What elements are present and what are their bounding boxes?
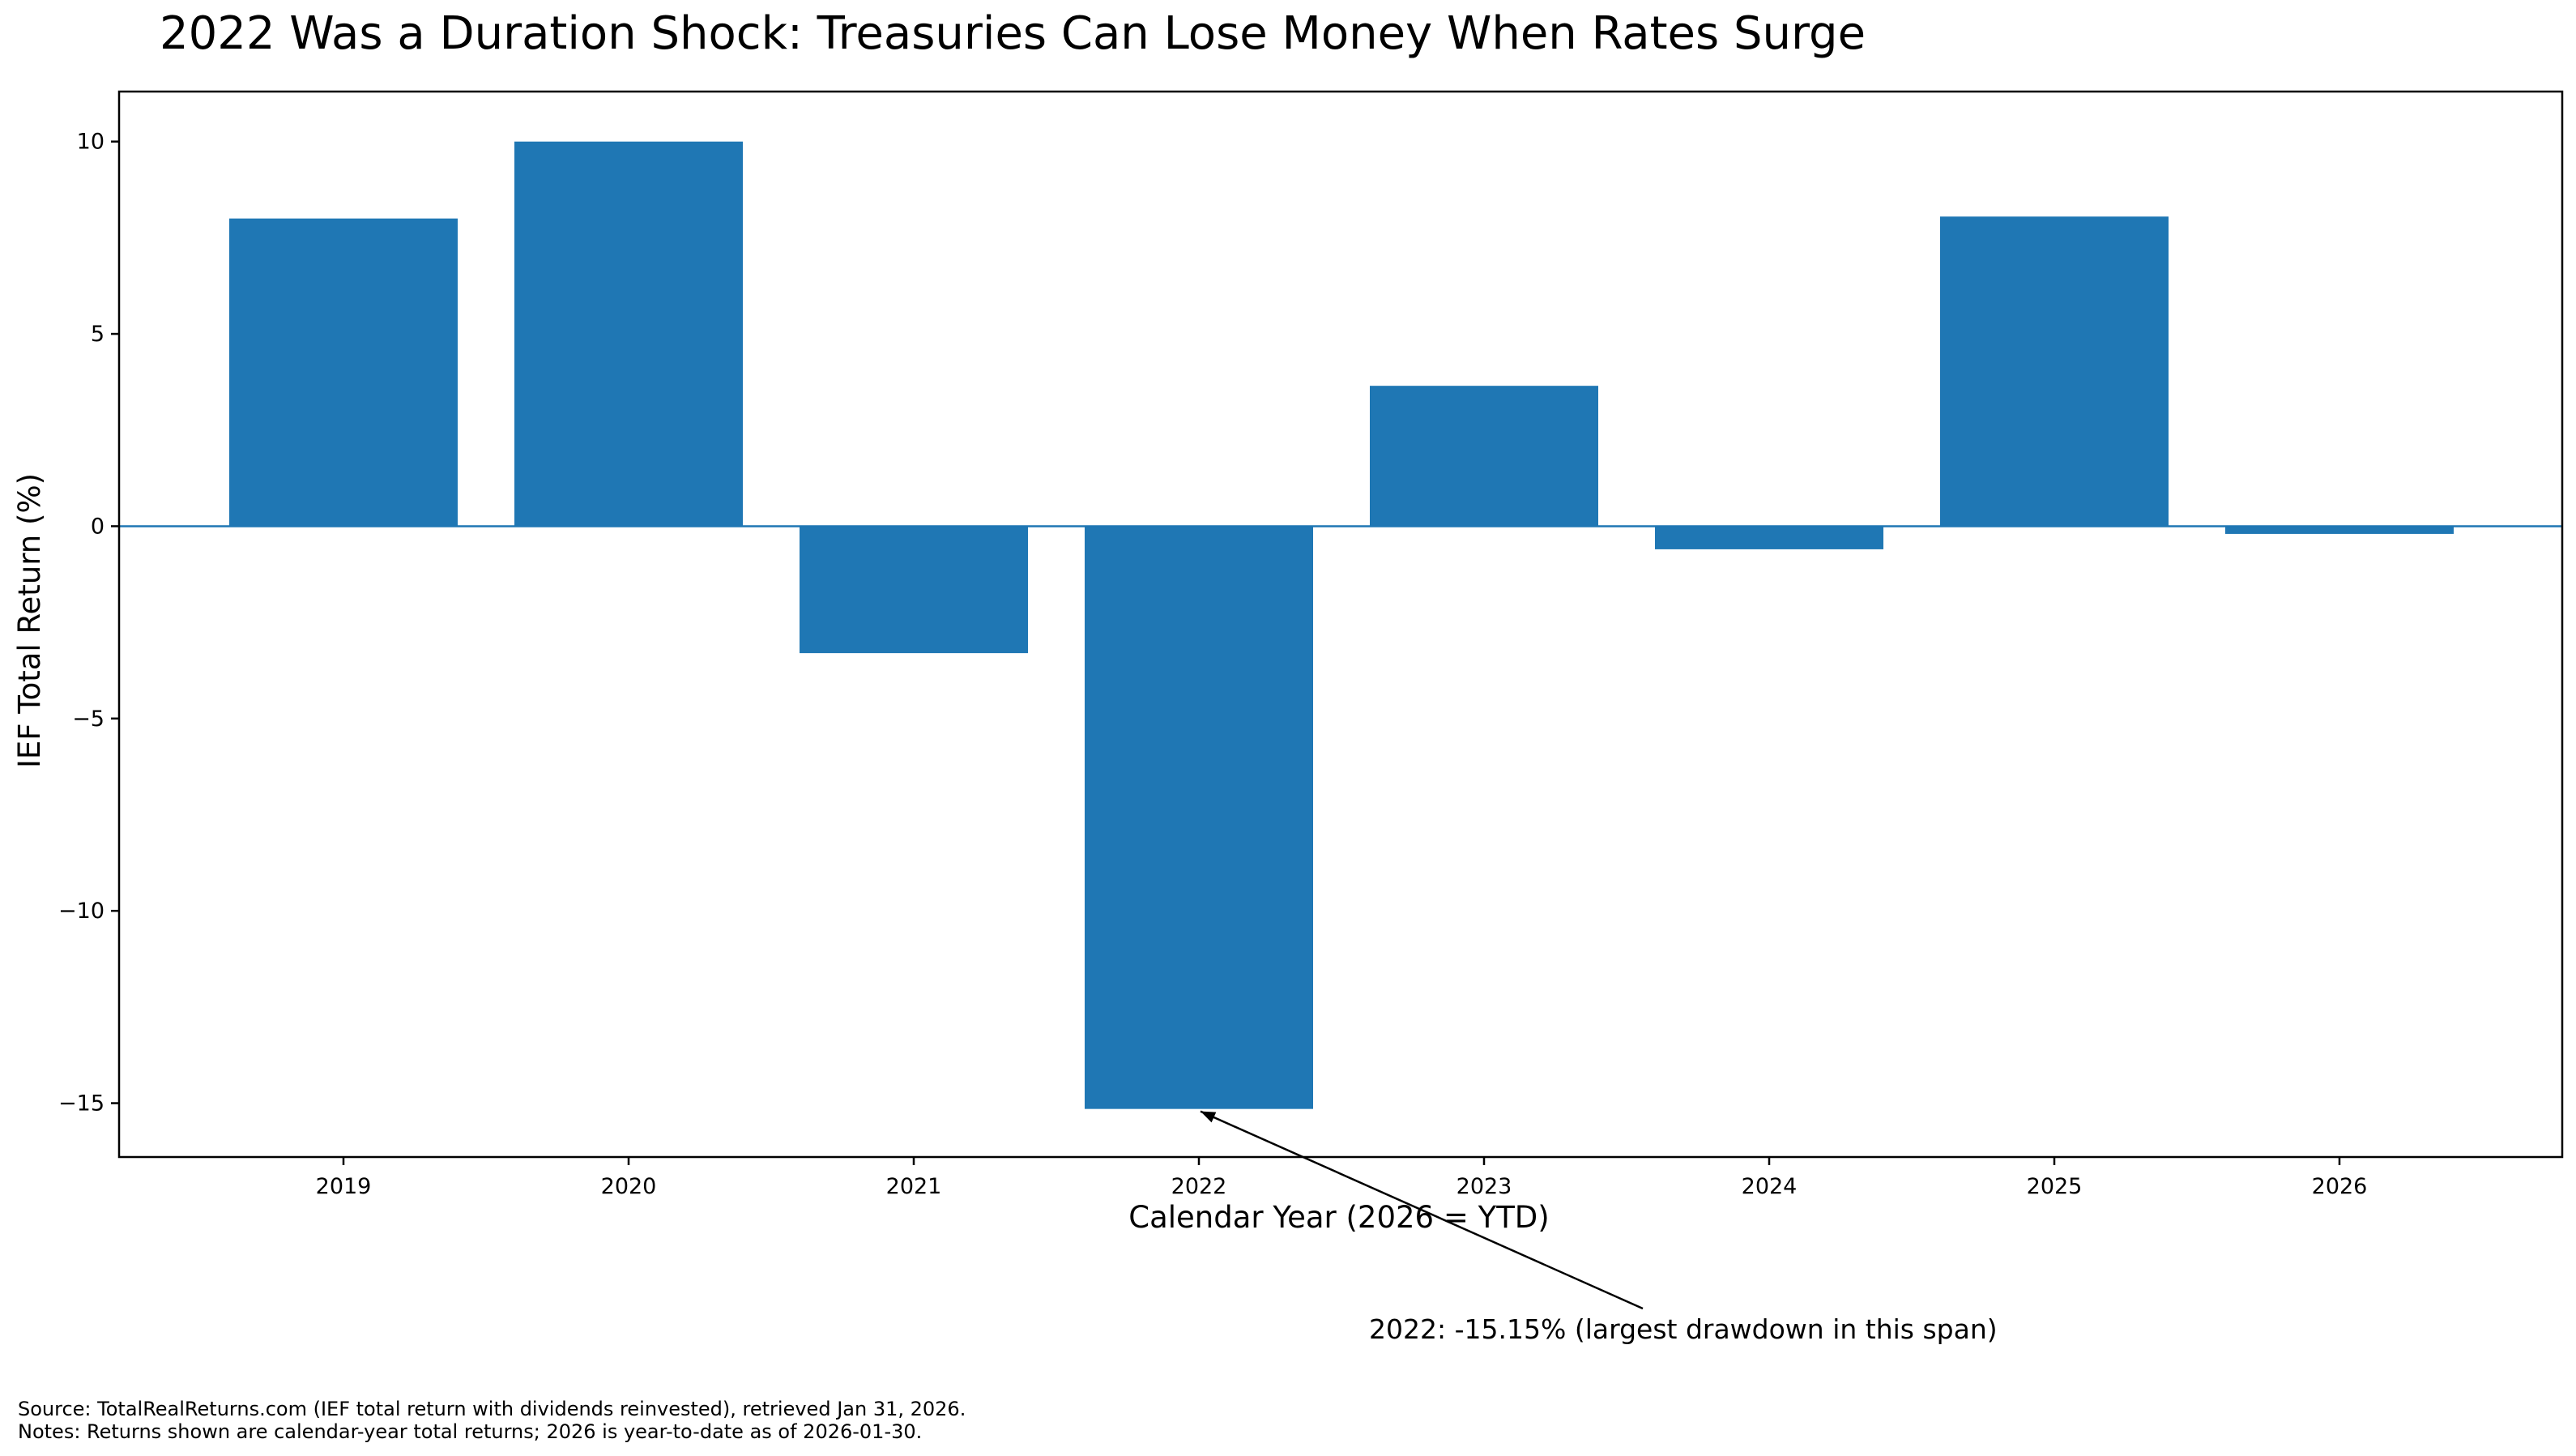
bar-2024 xyxy=(1655,526,1883,549)
y-tick-label: −5 xyxy=(72,707,104,732)
footnote-notes: Notes: Returns shown are calendar-year t… xyxy=(18,1420,922,1443)
x-tick-label-2025: 2025 xyxy=(2027,1174,2083,1199)
x-tick-label-2026: 2026 xyxy=(2312,1174,2368,1199)
annotation-arrowhead xyxy=(1201,1111,1217,1123)
bar-2022 xyxy=(1085,526,1313,1109)
x-tick-label-2023: 2023 xyxy=(1456,1174,1512,1199)
bar-2023 xyxy=(1370,386,1598,527)
y-tick-label: 0 xyxy=(91,514,104,539)
x-axis-label: Calendar Year (2026 = YTD) xyxy=(1128,1200,1549,1235)
x-tick-label-2019: 2019 xyxy=(316,1174,372,1199)
axes-frame xyxy=(117,90,2564,1159)
x-tick-label-2020: 2020 xyxy=(601,1174,657,1199)
bar-2019 xyxy=(229,218,458,527)
y-tick-label: −10 xyxy=(58,899,104,924)
bar-2026 xyxy=(2225,526,2454,534)
chart-title: 2022 Was a Duration Shock: Treasuries Ca… xyxy=(160,7,1866,60)
x-tick-label-2022: 2022 xyxy=(1171,1174,1227,1199)
annotation-arrow xyxy=(1200,1110,1644,1310)
plot-area: 10 5 0 −5 −10 −15 2019 2020 2021 2022 2023 2024 2025… xyxy=(58,90,2564,1199)
y-tick-label: −15 xyxy=(58,1091,104,1117)
y-tick-label: 10 xyxy=(77,130,104,155)
footnote-source: Source: TotalRealReturns.com (IEF total … xyxy=(18,1398,966,1420)
x-tick-label-2021: 2021 xyxy=(886,1174,942,1199)
bar-2021 xyxy=(800,526,1028,654)
bar-2025 xyxy=(1940,216,2169,527)
y-tick-label: 5 xyxy=(91,322,104,347)
bar-2020 xyxy=(514,141,743,527)
x-tick-label-2024: 2024 xyxy=(1742,1174,1798,1199)
y-axis-label: IEF Total Return (%) xyxy=(12,473,47,768)
annotation-label: 2022: -15.15% (largest drawdown in this … xyxy=(1369,1313,1998,1345)
